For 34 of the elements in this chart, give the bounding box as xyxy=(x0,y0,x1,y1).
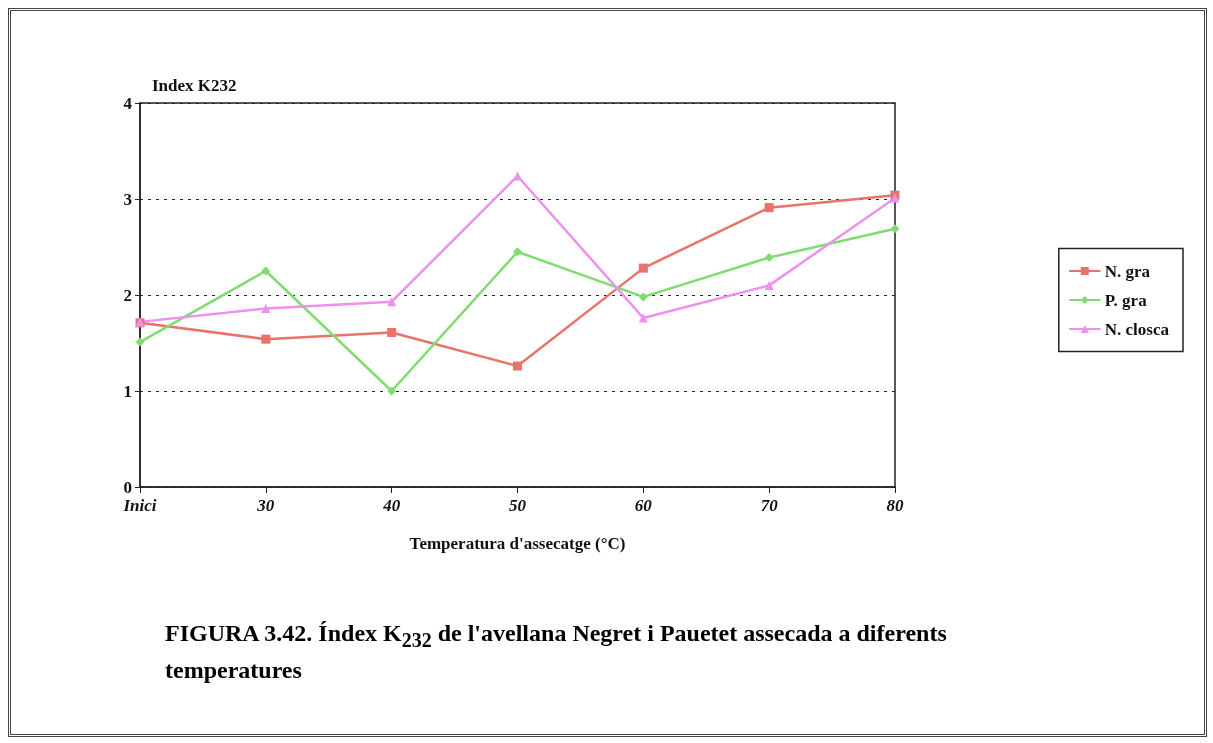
y-tick-label: 3 xyxy=(123,189,132,209)
point xyxy=(387,386,397,396)
x-axis-title: Temperatura d'assecatge (°C) xyxy=(409,534,626,553)
point xyxy=(764,253,774,263)
x-tick-label: 60 xyxy=(634,496,653,515)
point xyxy=(513,171,522,181)
x-tick-label: Inici xyxy=(122,496,157,515)
point xyxy=(261,303,271,313)
point xyxy=(513,247,522,257)
chart-title: FIGURA 3.42. Índex K$_{232}$ de l'avellana Negret i Pauetet assecada a diferents temperatures xyxy=(165,620,947,683)
point xyxy=(135,337,145,347)
y-tick-label: 1 xyxy=(123,381,132,401)
point xyxy=(387,327,397,337)
y-axis-title: Index K232 xyxy=(152,76,237,95)
point xyxy=(764,203,774,213)
legend-label: N. gra xyxy=(1104,261,1151,281)
x-tick-label: 50 xyxy=(509,496,527,515)
x-tick-label: 80 xyxy=(886,496,904,515)
y-tick-label: 0 xyxy=(123,477,132,497)
point xyxy=(764,280,774,290)
y-tick-label: 2 xyxy=(123,285,132,305)
x-tick-label: 30 xyxy=(256,496,275,515)
legend-label: N. closca xyxy=(1104,319,1170,339)
point xyxy=(638,313,648,323)
point xyxy=(261,334,271,344)
point xyxy=(513,361,522,371)
x-tick-label: 40 xyxy=(382,496,401,515)
point xyxy=(890,224,900,234)
point xyxy=(261,266,271,276)
y-tick-label: 4 xyxy=(123,93,133,113)
point xyxy=(638,292,648,302)
x-tick-label: 70 xyxy=(760,496,779,515)
point xyxy=(638,263,648,273)
legend-label: P. gra xyxy=(1104,290,1148,310)
